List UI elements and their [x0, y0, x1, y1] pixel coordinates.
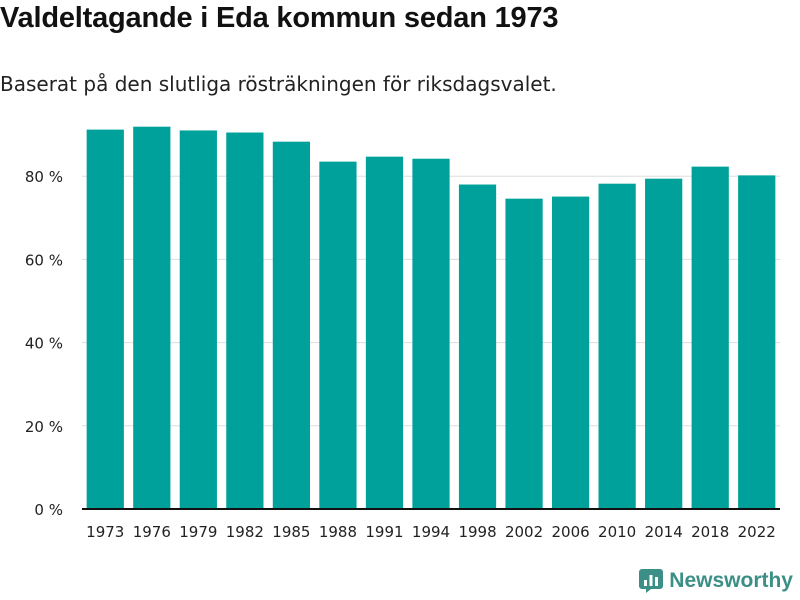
x-tick-label: 1994	[412, 523, 450, 541]
bar	[505, 198, 543, 509]
y-tick-label: 20 %	[25, 418, 63, 436]
brand-logo: Newsworthy	[639, 566, 793, 596]
x-tick-label: 2014	[645, 523, 683, 541]
bar	[458, 184, 497, 509]
x-tick-label: 1985	[272, 523, 310, 541]
x-tick-label: 2002	[505, 523, 543, 541]
bar	[86, 129, 124, 509]
bar	[738, 175, 776, 510]
newsworthy-logo-icon	[639, 569, 664, 593]
x-tick-label: 1998	[458, 523, 496, 541]
chart-subtitle: Baserat på den slutliga rösträkningen fö…	[0, 72, 557, 96]
x-tick-label: 1973	[86, 523, 124, 541]
y-tick-label: 40 %	[25, 335, 63, 353]
bar	[319, 161, 357, 509]
x-tick-label: 1979	[179, 523, 217, 541]
y-tick-label: 0 %	[34, 501, 63, 519]
y-tick-label: 80 %	[25, 168, 63, 186]
bar	[272, 141, 311, 509]
x-tick-label: 1988	[319, 523, 357, 541]
bar	[691, 166, 729, 509]
bar	[551, 196, 590, 510]
x-tick-label: 2022	[738, 523, 776, 541]
bar	[598, 183, 636, 510]
bar	[179, 130, 217, 509]
bar	[133, 126, 171, 510]
brand-name: Newsworthy	[669, 569, 793, 592]
x-tick-label: 1976	[133, 523, 171, 541]
x-tick-label: 2006	[552, 523, 590, 541]
bar	[365, 156, 404, 509]
bar	[412, 158, 450, 509]
x-tick-label: 2010	[598, 523, 636, 541]
bar	[226, 132, 264, 509]
bar	[645, 178, 683, 510]
x-tick-label: 1982	[226, 523, 264, 541]
chart-title: Valdeltagande i Eda kommun sedan 1973	[0, 2, 559, 34]
y-tick-label: 60 %	[25, 251, 63, 269]
x-tick-label: 1991	[365, 523, 403, 541]
x-tick-label: 2018	[691, 523, 729, 541]
